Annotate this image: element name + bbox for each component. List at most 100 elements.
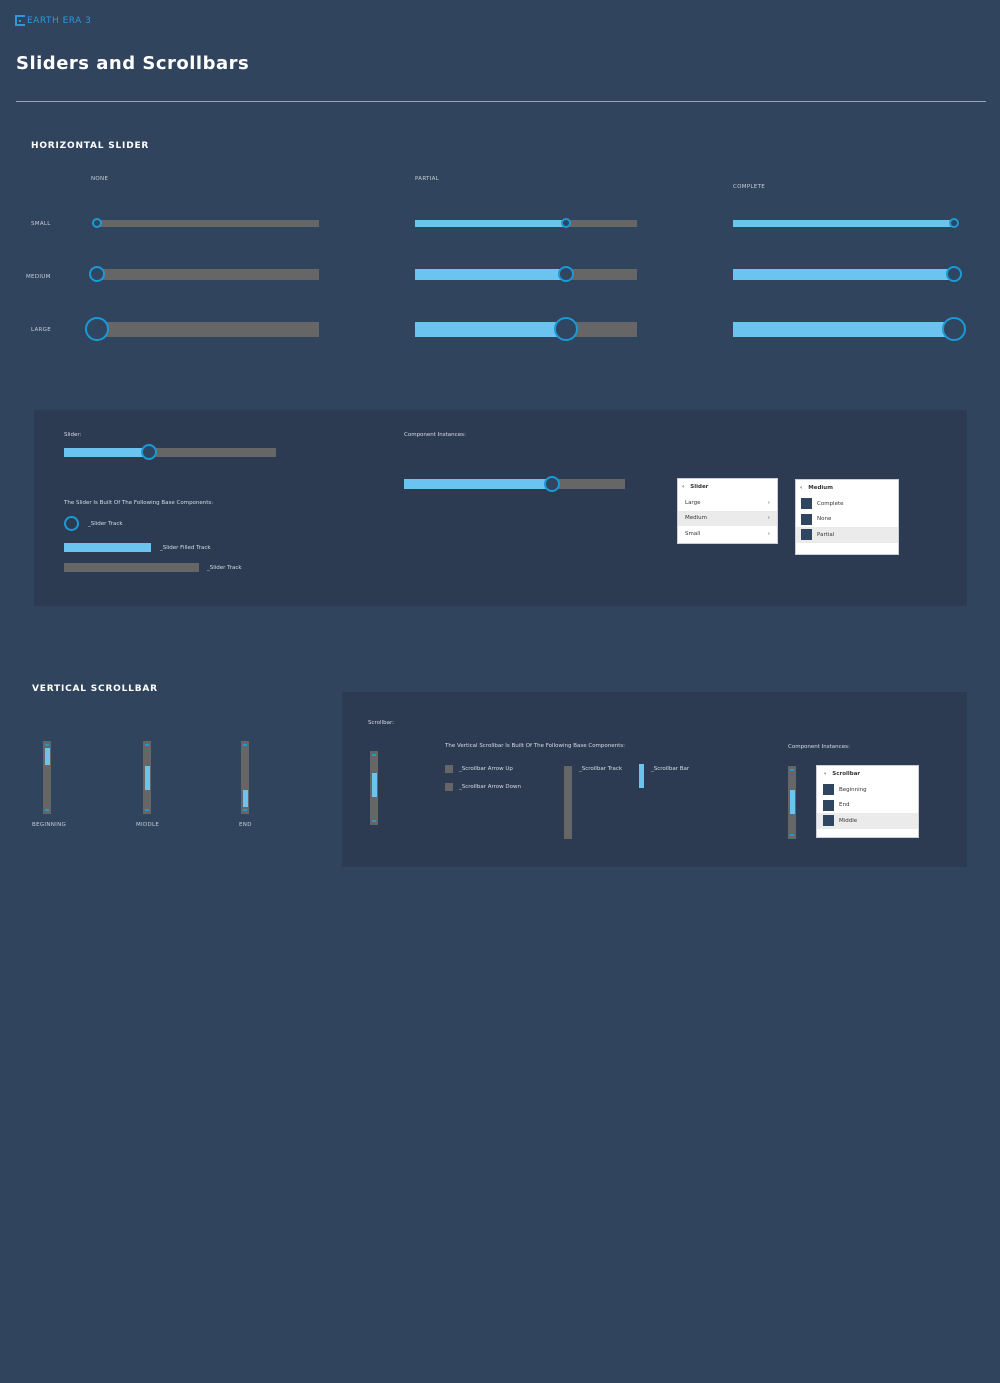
scrollbar[interactable] bbox=[370, 751, 378, 825]
horizontal-slider-heading: HORIZONTAL SLIDER bbox=[31, 141, 150, 151]
arrow-up-icon[interactable] bbox=[145, 744, 149, 746]
scrollbar-thumb[interactable] bbox=[371, 773, 377, 797]
slider-thumb[interactable] bbox=[560, 218, 571, 228]
vertical-scrollbar-heading: VERTICAL SCROLLBAR bbox=[32, 684, 158, 694]
slider-thumbnail-icon bbox=[801, 529, 812, 541]
component-label: _Scrollbar Arrow Up bbox=[459, 766, 513, 772]
slider-thumb[interactable] bbox=[557, 266, 574, 282]
row-label-large: LARGE bbox=[31, 327, 52, 333]
back-chevron-icon[interactable]: ‹ bbox=[682, 484, 685, 490]
menu-title: Medium bbox=[808, 485, 833, 491]
slider-filled-track bbox=[733, 321, 954, 337]
slider-thumbnail-icon bbox=[801, 513, 812, 525]
menu-item-end[interactable]: End bbox=[817, 798, 918, 814]
instances-label: Component Instances: bbox=[404, 432, 466, 438]
slider-filled-track bbox=[415, 321, 566, 337]
back-chevron-icon[interactable]: ‹ bbox=[800, 485, 803, 491]
scrollbar-thumb[interactable] bbox=[44, 748, 50, 765]
arrow-up-icon[interactable] bbox=[790, 769, 794, 771]
column-label-partial: PARTIAL bbox=[415, 176, 440, 182]
menu-item-complete[interactable]: Complete bbox=[796, 496, 898, 512]
slider-track-component bbox=[64, 563, 199, 572]
chevron-right-icon: › bbox=[767, 515, 770, 522]
slider-thumb[interactable] bbox=[949, 218, 959, 228]
scrollbar-thumb[interactable] bbox=[242, 790, 248, 807]
scroll-label-end: END bbox=[239, 822, 252, 828]
menu-item-large[interactable]: Large › bbox=[678, 495, 777, 511]
scrollbar-thumbnail-icon bbox=[823, 799, 834, 811]
logo: EARTH ERA 3 bbox=[15, 15, 91, 26]
slider-components-heading: The Slider Is Built Of The Following Bas… bbox=[64, 500, 214, 506]
slider-filled-track bbox=[733, 268, 954, 280]
slider-thumb[interactable] bbox=[92, 218, 102, 228]
scrollbar-bar-component bbox=[639, 764, 644, 788]
slider-thumb[interactable] bbox=[140, 444, 157, 460]
component-label: _Slider Filled Track bbox=[160, 545, 211, 551]
scroll-label-middle: MIDDLE bbox=[136, 822, 160, 828]
menu-item-none[interactable]: None bbox=[796, 512, 898, 528]
menu-item-label: Medium bbox=[685, 515, 707, 522]
menu-item-small[interactable]: Small › bbox=[678, 526, 777, 542]
slider-thumb[interactable] bbox=[553, 317, 578, 341]
scrollbar-instance[interactable] bbox=[788, 766, 796, 839]
page-title: Sliders and Scrollbars bbox=[16, 53, 250, 74]
menu-title: Scrollbar bbox=[832, 771, 861, 777]
slider-thumb[interactable] bbox=[89, 266, 105, 282]
menu-title: Slider bbox=[690, 484, 709, 490]
slider-thumb[interactable] bbox=[544, 476, 561, 492]
instances-label: Component Instances: bbox=[788, 744, 850, 750]
slider-filled-track bbox=[404, 479, 553, 489]
menu-item-label: None bbox=[817, 516, 832, 523]
menu-item-label: Middle bbox=[839, 817, 858, 824]
component-label: _Slider Track bbox=[207, 565, 242, 571]
slider-track[interactable] bbox=[97, 268, 319, 280]
column-label-complete: COMPLETE bbox=[733, 184, 766, 190]
scrollbar-thumbnail-icon bbox=[823, 815, 834, 827]
menu-item-medium[interactable]: Medium › bbox=[678, 510, 777, 526]
arrow-down-icon[interactable] bbox=[790, 834, 794, 836]
column-label-none: NONE bbox=[91, 176, 109, 182]
slider-track[interactable] bbox=[97, 219, 319, 227]
row-label-medium: MEDIUM bbox=[26, 274, 51, 280]
slider-menu: ‹ Slider Large › Medium › Small › bbox=[677, 478, 778, 544]
slider-filled-track-component bbox=[64, 543, 151, 552]
menu-item-label: Beginning bbox=[839, 786, 867, 793]
scroll-label-beginning: BEGINNING bbox=[32, 822, 67, 828]
menu-item-label: Complete bbox=[817, 500, 844, 507]
slider-thumbnail-icon bbox=[801, 498, 812, 510]
arrow-down-icon[interactable] bbox=[45, 809, 49, 811]
chevron-right-icon: › bbox=[767, 530, 770, 537]
scrollbar-components-heading: The Vertical Scrollbar Is Built Of The F… bbox=[445, 743, 626, 749]
arrow-up-icon[interactable] bbox=[243, 744, 247, 746]
menu-item-label: Partial bbox=[817, 531, 835, 538]
scrollbar-thumb[interactable] bbox=[789, 790, 795, 814]
slider-label: Slider: bbox=[64, 432, 82, 438]
slider-filled-track bbox=[415, 219, 566, 227]
divider bbox=[16, 101, 986, 102]
scrollbar-menu: ‹ Scrollbar Beginning End Middle bbox=[816, 765, 919, 838]
slider-track[interactable] bbox=[97, 321, 319, 337]
arrow-up-icon[interactable] bbox=[45, 744, 49, 746]
menu-item-label: End bbox=[839, 802, 850, 809]
scrollbar-middle[interactable] bbox=[143, 741, 151, 814]
scrollbar-label: Scrollbar: bbox=[368, 720, 394, 726]
component-label: _Slider Track bbox=[88, 521, 123, 527]
slider-thumb[interactable] bbox=[942, 317, 966, 341]
slider-track[interactable] bbox=[64, 447, 276, 457]
row-label-small: SMALL bbox=[31, 221, 51, 227]
logo-icon bbox=[15, 15, 25, 26]
arrow-down-icon[interactable] bbox=[145, 809, 149, 811]
back-chevron-icon[interactable]: ‹ bbox=[824, 771, 827, 777]
arrow-down-icon[interactable] bbox=[372, 820, 376, 822]
arrow-up-icon[interactable] bbox=[372, 754, 376, 756]
menu-item-partial[interactable]: Partial bbox=[796, 527, 898, 543]
slider-thumb[interactable] bbox=[946, 266, 962, 282]
scrollbar-beginning[interactable] bbox=[43, 741, 51, 814]
slider-thumb[interactable] bbox=[85, 317, 109, 341]
chevron-right-icon: › bbox=[767, 499, 770, 506]
menu-item-middle[interactable]: Middle bbox=[817, 813, 918, 829]
menu-item-beginning[interactable]: Beginning bbox=[817, 782, 918, 798]
scrollbar-end[interactable] bbox=[241, 741, 249, 814]
scrollbar-thumb[interactable] bbox=[144, 765, 150, 790]
arrow-down-icon[interactable] bbox=[243, 809, 247, 811]
